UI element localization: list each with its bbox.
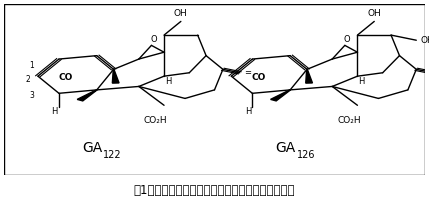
- Text: CO₂H: CO₂H: [337, 116, 361, 125]
- Text: H: H: [359, 77, 365, 86]
- Text: 3: 3: [29, 91, 34, 100]
- Text: H: H: [165, 77, 172, 86]
- Polygon shape: [77, 90, 97, 101]
- Text: =: =: [244, 68, 251, 77]
- Text: CO: CO: [58, 73, 73, 82]
- Text: CO₂H: CO₂H: [144, 116, 167, 125]
- Polygon shape: [271, 90, 290, 101]
- Text: OH: OH: [174, 9, 188, 18]
- Polygon shape: [112, 69, 119, 83]
- Text: H: H: [51, 107, 58, 116]
- Text: 126: 126: [296, 150, 315, 160]
- Text: 122: 122: [103, 150, 122, 160]
- Text: OH: OH: [420, 36, 429, 45]
- Text: GA: GA: [82, 141, 103, 155]
- Text: 図1　モモ未熟種子より検出された新規ジベレリン: 図1 モモ未熟種子より検出された新規ジベレリン: [134, 184, 295, 197]
- Text: O: O: [344, 35, 350, 44]
- Text: OH: OH: [367, 9, 381, 18]
- Text: H: H: [245, 107, 251, 116]
- Text: CO: CO: [251, 73, 266, 82]
- Text: O: O: [150, 35, 157, 44]
- Text: 1: 1: [29, 61, 34, 70]
- Polygon shape: [306, 69, 312, 83]
- Text: 2: 2: [25, 75, 30, 84]
- Text: GA: GA: [275, 141, 296, 155]
